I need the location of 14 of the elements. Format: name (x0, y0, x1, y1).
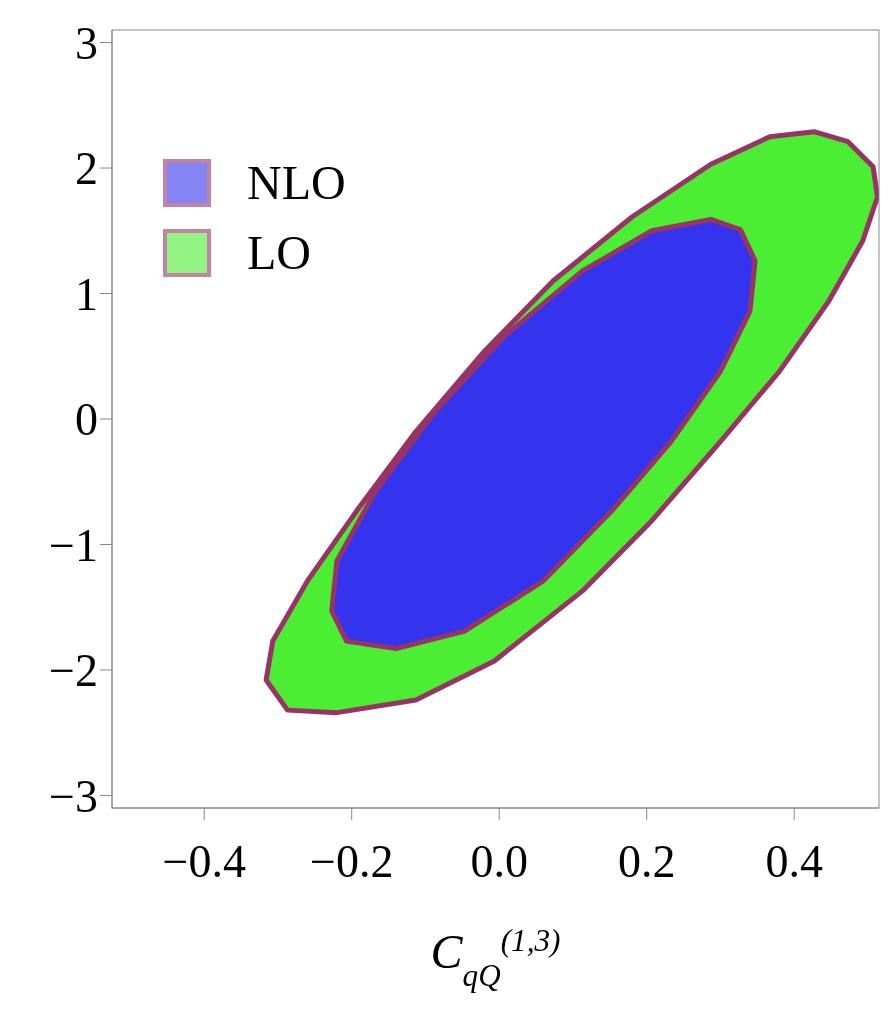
y-tick-label: 3 (75, 17, 98, 69)
x-tick-label: −0.2 (309, 835, 394, 887)
y-tick-label: 2 (75, 143, 98, 195)
y-tick-label: 0 (75, 394, 98, 446)
y-tick-label: 1 (75, 268, 98, 320)
x-tick-label: −0.4 (162, 835, 246, 887)
legend-label: NLO (247, 155, 346, 211)
x-tick-label: 0.4 (765, 835, 823, 887)
x-tick-label: 0.2 (617, 835, 676, 887)
y-tick-label: −1 (49, 519, 98, 571)
y-tick-label: −2 (49, 645, 98, 697)
x-tick-label: 0.0 (470, 835, 528, 887)
y-tick-label: −3 (49, 770, 98, 822)
legend-label: LO (247, 225, 311, 281)
